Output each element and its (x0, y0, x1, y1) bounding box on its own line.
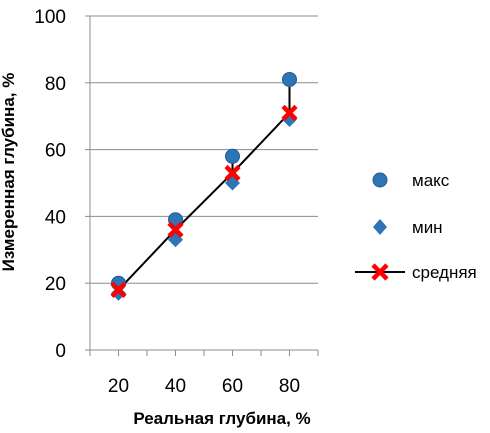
axis-layer (85, 15, 319, 356)
point-avg (224, 164, 241, 182)
x-tick-label-80: 80 (279, 376, 300, 397)
series-layer (110, 71, 298, 301)
legend-marker-min (373, 219, 387, 235)
legend-item-avg: средняя (355, 263, 477, 282)
legend-label-avg: средняя (412, 263, 477, 282)
point-avg (110, 281, 127, 298)
y-tick-label-100: 100 (34, 7, 66, 28)
legend-label-max: макс (412, 171, 450, 190)
point-avg (167, 221, 184, 238)
x-tick-label-40: 40 (165, 376, 186, 397)
point-min (111, 285, 126, 301)
y-tick-label-60: 60 (45, 141, 66, 162)
y-tick-label-20: 20 (45, 274, 66, 295)
point-max (225, 148, 240, 164)
x-tick-label-20: 20 (108, 376, 129, 397)
y-tick-label-40: 40 (45, 207, 66, 228)
legend: макс мин средняя (355, 171, 477, 282)
x-axis-title: Реальная глубина, % (133, 409, 310, 428)
series-line-avg (117, 112, 291, 291)
y-tick-label-80: 80 (45, 74, 66, 95)
x-tick-label-60: 60 (222, 376, 243, 397)
legend-label-min: мин (412, 218, 443, 237)
legend-item-min: мин (373, 218, 443, 237)
y-tick-label-0: 0 (55, 341, 66, 362)
point-avg (281, 104, 298, 121)
tick-labels: 0 20 40 60 80 100 20 40 60 80 (34, 7, 300, 397)
legend-marker-avg (371, 263, 389, 281)
y-axis-title: Измеренная глубина, % (0, 73, 18, 272)
grid-layer (90, 15, 318, 284)
legend-marker-max (372, 172, 388, 188)
point-max (282, 71, 297, 87)
legend-item-max: макс (372, 171, 450, 190)
